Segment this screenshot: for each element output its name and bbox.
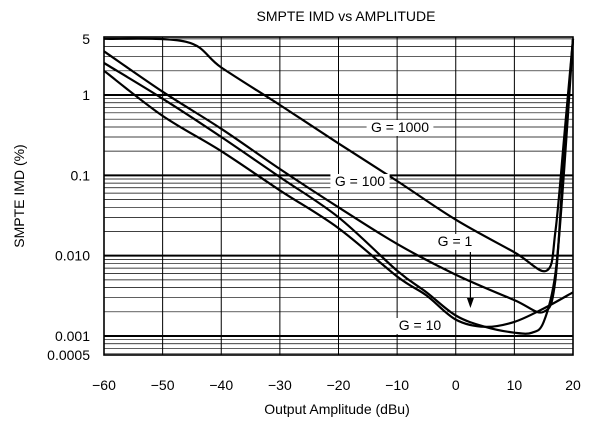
series-layer bbox=[103, 37, 575, 335]
x-tick-label: −40 bbox=[209, 377, 233, 393]
curve-label: G = 1 bbox=[438, 233, 473, 249]
x-tick-label: −60 bbox=[92, 377, 116, 393]
plot-frame bbox=[103, 36, 574, 356]
y-tick-label: 0.010 bbox=[55, 248, 90, 264]
y-axis-ticks: 0.0005 0.001 0.010 0.1 1 5 bbox=[47, 31, 90, 363]
x-tick-label: −10 bbox=[385, 377, 409, 393]
curve-label-bg bbox=[433, 234, 477, 250]
curve-label-bg bbox=[394, 318, 446, 334]
y-tick-label: 0.1 bbox=[71, 167, 91, 183]
curve-label: G = 100 bbox=[335, 173, 385, 189]
curve-label: G = 1000 bbox=[371, 119, 429, 135]
x-tick-label: 0 bbox=[452, 377, 460, 393]
series-line-g-10 bbox=[103, 38, 575, 335]
x-tick-label: −30 bbox=[268, 377, 292, 393]
grid bbox=[104, 37, 573, 356]
x-tick-label: 10 bbox=[507, 377, 523, 393]
y-axis-label: SMPTE IMD (%) bbox=[11, 144, 27, 247]
curve-label: G = 10 bbox=[399, 317, 442, 333]
x-tick-label: −50 bbox=[151, 377, 175, 393]
y-tick-label: 0.0005 bbox=[47, 347, 90, 363]
curve-labels: G = 1000 G = 100 G = 1 G = 10 bbox=[330, 119, 477, 334]
y-tick-label: 0.001 bbox=[55, 328, 90, 344]
curve-label-bg bbox=[330, 174, 390, 190]
x-tick-label: 20 bbox=[565, 377, 581, 393]
curve-label-bg bbox=[366, 120, 434, 136]
x-tick-label: −20 bbox=[327, 377, 351, 393]
chart-title: SMPTE IMD vs AMPLITUDE bbox=[257, 8, 436, 24]
series-line-g-1 bbox=[103, 69, 574, 328]
x-axis-label: Output Amplitude (dBu) bbox=[264, 401, 410, 417]
y-tick-label: 5 bbox=[82, 31, 90, 47]
series-line-g-1000 bbox=[103, 37, 575, 273]
x-axis-ticks: −60 −50 −40 −30 −20 −10 0 10 20 bbox=[92, 377, 581, 393]
g1-arrow-head bbox=[466, 298, 474, 308]
y-tick-label: 1 bbox=[82, 87, 90, 103]
